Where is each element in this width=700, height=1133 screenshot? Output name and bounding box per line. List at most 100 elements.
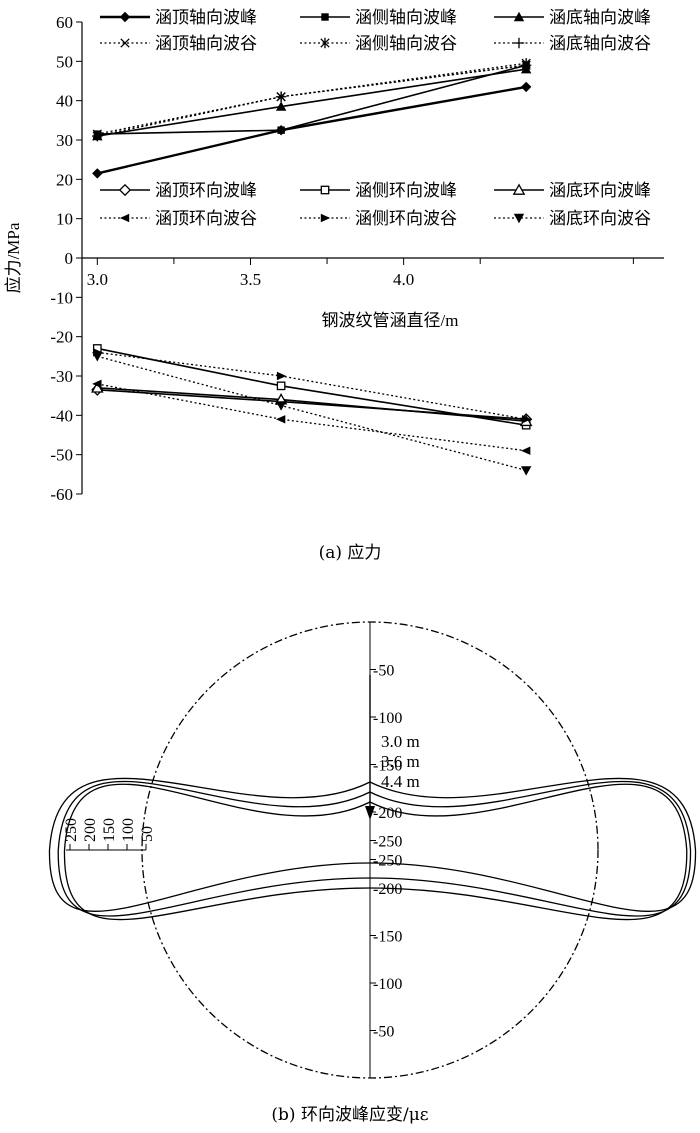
series-path: [97, 351, 527, 420]
legend-entry: 涵侧环向波峰: [300, 181, 457, 200]
marker-plus: [275, 91, 287, 102]
caption-hoop-strain: (b) 环向波峰应变/με: [271, 1105, 429, 1125]
legend-label: 涵侧环向波峰: [355, 181, 457, 200]
series-path: [97, 85, 527, 175]
y-tick-label: 50: [56, 52, 73, 71]
series-label: 3.6 m: [381, 752, 420, 771]
legend-label: 涵底环向波谷: [549, 209, 651, 228]
marker-plus: [520, 60, 532, 71]
y-tick-label: -60: [50, 485, 73, 504]
y-tick-label: -30: [50, 367, 73, 386]
marker-square: [277, 126, 285, 134]
left-scale-label: 50: [139, 826, 156, 842]
legend-label: 涵侧轴向波峰: [355, 8, 457, 27]
top-scale-label: -150: [373, 758, 402, 775]
marker-tri-down: [275, 401, 287, 411]
legend-entry: 涵底环向波谷: [494, 209, 651, 228]
legend-entry: 涵侧轴向波谷: [300, 34, 457, 53]
left-scale-label: 200: [82, 818, 99, 842]
marker-tri-right: [320, 213, 331, 223]
marker-diamond: [520, 81, 532, 93]
legend-label: 涵顶轴向波峰: [155, 8, 257, 27]
marker-tri-right: [276, 371, 287, 381]
series-path: [97, 383, 527, 452]
marker-diamond: [119, 11, 131, 23]
left-scale-label: 250: [63, 818, 80, 842]
left-scale-label: 150: [101, 818, 118, 842]
marker-triangle: [513, 11, 525, 22]
marker-diamond-open: [118, 183, 132, 197]
stress-chart: 60 50 40 30 20 10 0 -10 -20 -30 -40 -50 -60 3.0 3.5 4.0…: [4, 8, 664, 504]
marker-tri-down: [92, 352, 103, 362]
series-path: [97, 62, 527, 137]
legend-entry: 涵底环向波峰: [494, 181, 651, 200]
series-line: [92, 379, 531, 455]
hoop-strain-chart: -50 -100 -150 -200 -250 -50 -100 -150 -200 -250 25…: [48, 621, 697, 1079]
legend-label: 涵侧环向波谷: [355, 209, 457, 228]
marker-tri-left: [275, 415, 286, 424]
marker-triangle: [275, 101, 287, 111]
marker-square: [321, 13, 329, 21]
legend-entry: 涵侧环向波谷: [300, 209, 457, 228]
legend-entry: 涵顶轴向波谷: [100, 34, 257, 53]
legend-label: 涵底轴向波峰: [549, 8, 651, 27]
series-label: 4.4 m: [381, 772, 420, 791]
series-line: [92, 81, 532, 179]
legend-label: 涵侧轴向波谷: [355, 34, 457, 53]
bottom-scale-label: -100: [373, 976, 402, 993]
marker-triangle-open: [512, 183, 526, 195]
marker-tri-left: [119, 213, 130, 223]
series-line: [92, 64, 532, 141]
legend-entry: 涵顶环向波峰: [100, 181, 257, 200]
legend-label: 涵底环向波峰: [549, 181, 651, 200]
y-tick-label: 10: [56, 210, 73, 229]
legend-entry: 涵底轴向波峰: [494, 8, 651, 27]
y-tick-label: -50: [50, 446, 73, 465]
legend-entry: 涵顶环向波谷: [100, 209, 257, 228]
y-tick-label: 30: [56, 131, 73, 150]
y-tick-label: 0: [65, 249, 74, 268]
legend-label: 涵顶轴向波谷: [155, 34, 257, 53]
marker-tri-down: [513, 213, 525, 224]
marker-square-open: [320, 185, 330, 195]
top-scale-label: -200: [373, 805, 402, 822]
series-path: [97, 355, 527, 472]
series-path: [97, 64, 527, 137]
direction-arrowhead: [365, 806, 375, 820]
marker-plus: [92, 130, 103, 142]
legend-entry: 涵顶轴向波峰: [100, 8, 257, 27]
x-tick-label: 3.5: [240, 270, 261, 289]
x-tick-label: 4.0: [393, 270, 414, 289]
marker-tri-left: [92, 379, 102, 389]
series-line: [92, 58, 531, 142]
left-scale-label: 100: [120, 818, 137, 842]
legend-entry: 涵侧轴向波峰: [300, 8, 457, 27]
y-tick-label: 40: [56, 92, 73, 111]
marker-tri-left: [520, 446, 531, 455]
bottom-scale-label: -150: [373, 929, 402, 946]
legend-label: 涵顶环向波峰: [155, 181, 257, 200]
y-tick-label: -20: [50, 328, 73, 347]
legend-label: 涵顶环向波谷: [155, 209, 257, 228]
marker-star: [320, 37, 330, 49]
legend-label: 涵底轴向波谷: [549, 34, 651, 53]
marker-diamond: [92, 168, 103, 179]
bottom-scale-label: -50: [373, 1024, 394, 1041]
caption-stress: (a) 应力: [318, 543, 382, 563]
top-scale-label: -100: [373, 710, 402, 727]
x-axis-label: 钢波纹管涵直径/m: [322, 311, 459, 330]
series-line: [93, 348, 532, 424]
bottom-scale-label: -200: [373, 881, 402, 898]
top-scale-label: -50: [373, 663, 394, 680]
top-scale-label: -250: [373, 853, 402, 870]
bottom-scale-label: -250: [373, 834, 402, 851]
series-line: [92, 60, 532, 142]
x-tick-label: 3.0: [87, 270, 108, 289]
series-line: [92, 352, 532, 476]
y-tick-label: -40: [50, 406, 73, 425]
y-axis-label: 应力/MPa: [4, 222, 23, 293]
y-tick-label: 20: [56, 170, 73, 189]
series-label: 3.0 m: [381, 732, 420, 751]
series-path: [97, 68, 527, 137]
